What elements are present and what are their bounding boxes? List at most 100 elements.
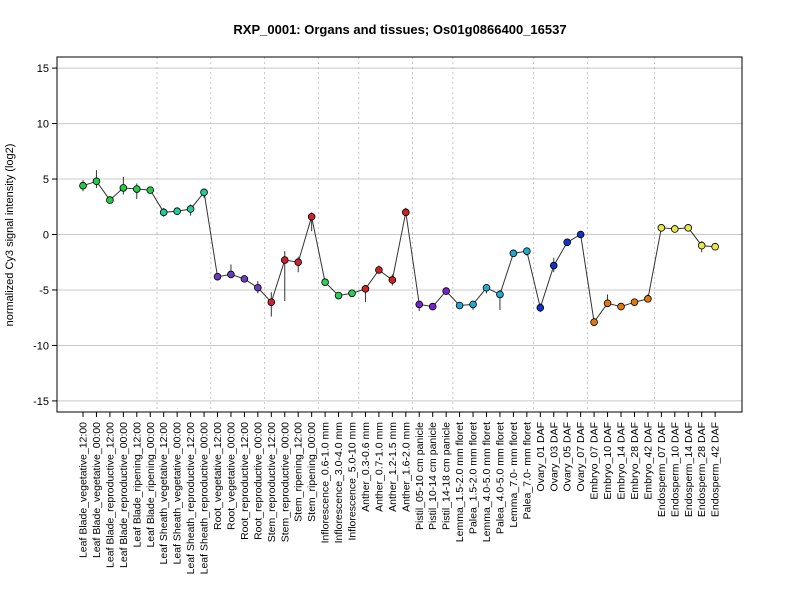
x-tick-label: Leaf Sheath_reproductive_12:00 bbox=[185, 422, 197, 575]
data-point bbox=[227, 270, 235, 279]
x-tick-label: Pistil_10-14 cm panicle bbox=[427, 422, 439, 530]
data-point bbox=[523, 247, 531, 255]
data-point bbox=[388, 276, 397, 284]
y-tick-label: 10 bbox=[37, 119, 49, 131]
x-tick-label: Stem_reproductive_12:00 bbox=[266, 422, 278, 542]
x-tick-label: Stem_reproductive_00:00 bbox=[279, 422, 291, 542]
x-tick-label: Anther_1.6-2.0 mm bbox=[400, 422, 412, 512]
x-tick-label: Ovary_03 DAF bbox=[548, 422, 560, 491]
data-point bbox=[711, 242, 719, 251]
x-tick-label: Leaf Sheath_vegetative_00:00 bbox=[172, 422, 184, 565]
x-tick-label: Leaf Blade_ripening_00:00 bbox=[145, 422, 157, 548]
x-tick-label: Inflorescence_0.6-1.0 mm bbox=[320, 422, 332, 544]
x-tick-label: Ovary_05 DAF bbox=[562, 422, 574, 491]
x-tick-label: Endosperm_28 DAF bbox=[696, 422, 708, 517]
x-tick-label: Root_reproductive_00:00 bbox=[252, 422, 264, 540]
x-tick-label: Pistil_14-18 cm panicle bbox=[441, 422, 453, 530]
x-tick-label: Palea_4.0-5.0 mm floret bbox=[494, 422, 506, 534]
x-tick-label: Leaf Sheath_vegetative_12:00 bbox=[158, 422, 170, 565]
x-tick-label: Palea_7.0- mm floret bbox=[521, 422, 533, 520]
data-point bbox=[240, 275, 249, 283]
y-tick-label: 15 bbox=[37, 63, 49, 75]
data-point bbox=[200, 188, 208, 197]
x-tick-label: Root_vegetative_00:00 bbox=[225, 422, 237, 530]
x-tick-label: Endosperm_42 DAF bbox=[710, 422, 722, 517]
x-tick-label: Embryo_10 DAF bbox=[602, 422, 614, 500]
x-tick-label: Endosperm_07 DAF bbox=[656, 422, 668, 517]
x-tick-label: Embryo_14 DAF bbox=[616, 422, 628, 500]
grid-lines bbox=[57, 57, 742, 412]
data-point bbox=[159, 208, 168, 217]
data-point bbox=[684, 224, 693, 232]
x-tick-label: Inflorescence_5.0-10 mm bbox=[347, 422, 359, 541]
x-tick-label: Palea_1.5-2.0 mm floret bbox=[468, 422, 480, 534]
x-tick-label: Leaf Sheath_reproductive_00:00 bbox=[199, 422, 211, 575]
x-tick-label: Ovary_07 DAF bbox=[575, 422, 587, 491]
y-tick-label: -15 bbox=[33, 396, 49, 408]
x-tick-label: Leaf Blade_reproductive_00:00 bbox=[118, 422, 130, 568]
x-tick-label: Embryo_28 DAF bbox=[629, 422, 641, 500]
data-point bbox=[509, 249, 518, 258]
data-point bbox=[536, 303, 545, 312]
x-tick-label: Lemma_1.5-2.0 mm floret bbox=[454, 422, 466, 542]
data-point bbox=[186, 205, 195, 213]
series-polyline bbox=[82, 180, 716, 324]
chart-title: RXP_0001: Organs and tissues; Os01g08664… bbox=[233, 22, 566, 37]
data-point bbox=[213, 272, 222, 281]
y-tick-label: -5 bbox=[39, 285, 49, 297]
y-axis-label: normalized Cy3 signal intensity (log2) bbox=[4, 144, 16, 327]
data-point bbox=[590, 318, 598, 326]
x-tick-label: Root_vegetative_12:00 bbox=[212, 422, 224, 530]
y-tick-label: -10 bbox=[33, 340, 49, 352]
data-point bbox=[670, 225, 679, 233]
series-line bbox=[82, 180, 716, 324]
data-point bbox=[133, 185, 141, 193]
data-point bbox=[79, 181, 87, 190]
x-tick-label: Lemma_7.0- mm floret bbox=[508, 422, 520, 528]
data-point bbox=[267, 298, 276, 306]
data-point bbox=[482, 283, 491, 292]
data-point bbox=[415, 300, 424, 309]
data-point bbox=[401, 208, 410, 217]
data-point bbox=[106, 196, 114, 204]
y-tick-label: 5 bbox=[43, 174, 49, 186]
data-point bbox=[469, 300, 477, 309]
data-point bbox=[146, 186, 155, 194]
x-tick-label: Leaf Blade_vegetative_12:00 bbox=[78, 422, 90, 558]
data-point bbox=[428, 302, 437, 311]
x-tick-label: Root_reproductive_12:00 bbox=[239, 422, 251, 540]
x-tick-label: Pistil_05-10 cm panicle bbox=[414, 422, 426, 530]
x-tick-label: Endosperm_14 DAF bbox=[683, 422, 695, 517]
data-point bbox=[576, 230, 585, 239]
x-tick-label: Leaf Blade_reproductive_12:00 bbox=[104, 422, 116, 568]
x-tick-label: Embryo_07 DAF bbox=[589, 422, 601, 500]
data-point bbox=[375, 266, 383, 274]
data-point bbox=[657, 224, 666, 232]
x-tick-label: Leaf Blade_vegetative_00:00 bbox=[91, 422, 103, 558]
data-point bbox=[442, 287, 450, 295]
y-tick-label: 0 bbox=[43, 230, 49, 242]
data-point bbox=[496, 290, 504, 299]
data-points bbox=[79, 177, 719, 326]
data-point bbox=[307, 212, 316, 221]
data-point bbox=[644, 295, 652, 303]
x-tick-label: Stem_ripening_00:00 bbox=[306, 422, 318, 522]
x-tick-label: Leaf Blade_ripening_12:00 bbox=[131, 422, 143, 548]
x-tick-label: Stem_ripening_12:00 bbox=[293, 422, 305, 522]
data-point bbox=[630, 298, 639, 306]
data-point bbox=[348, 289, 356, 298]
data-point bbox=[617, 302, 625, 311]
x-tick-label: Anther_1.2-1.5 mm bbox=[387, 422, 399, 512]
y-axis: -15 -10 -5 0 5 10 15 bbox=[33, 63, 57, 408]
data-point bbox=[563, 238, 571, 247]
x-tick-label: Endosperm_10 DAF bbox=[669, 422, 681, 517]
data-point bbox=[280, 256, 289, 264]
data-point bbox=[334, 291, 343, 300]
x-tick-label: Ovary_01 DAF bbox=[535, 422, 547, 491]
data-point bbox=[361, 285, 370, 293]
data-point bbox=[321, 278, 329, 287]
x-axis: Leaf Blade_vegetative_12:00 Leaf Blade_ve… bbox=[78, 412, 722, 574]
data-point bbox=[119, 184, 128, 192]
data-point bbox=[603, 299, 612, 308]
